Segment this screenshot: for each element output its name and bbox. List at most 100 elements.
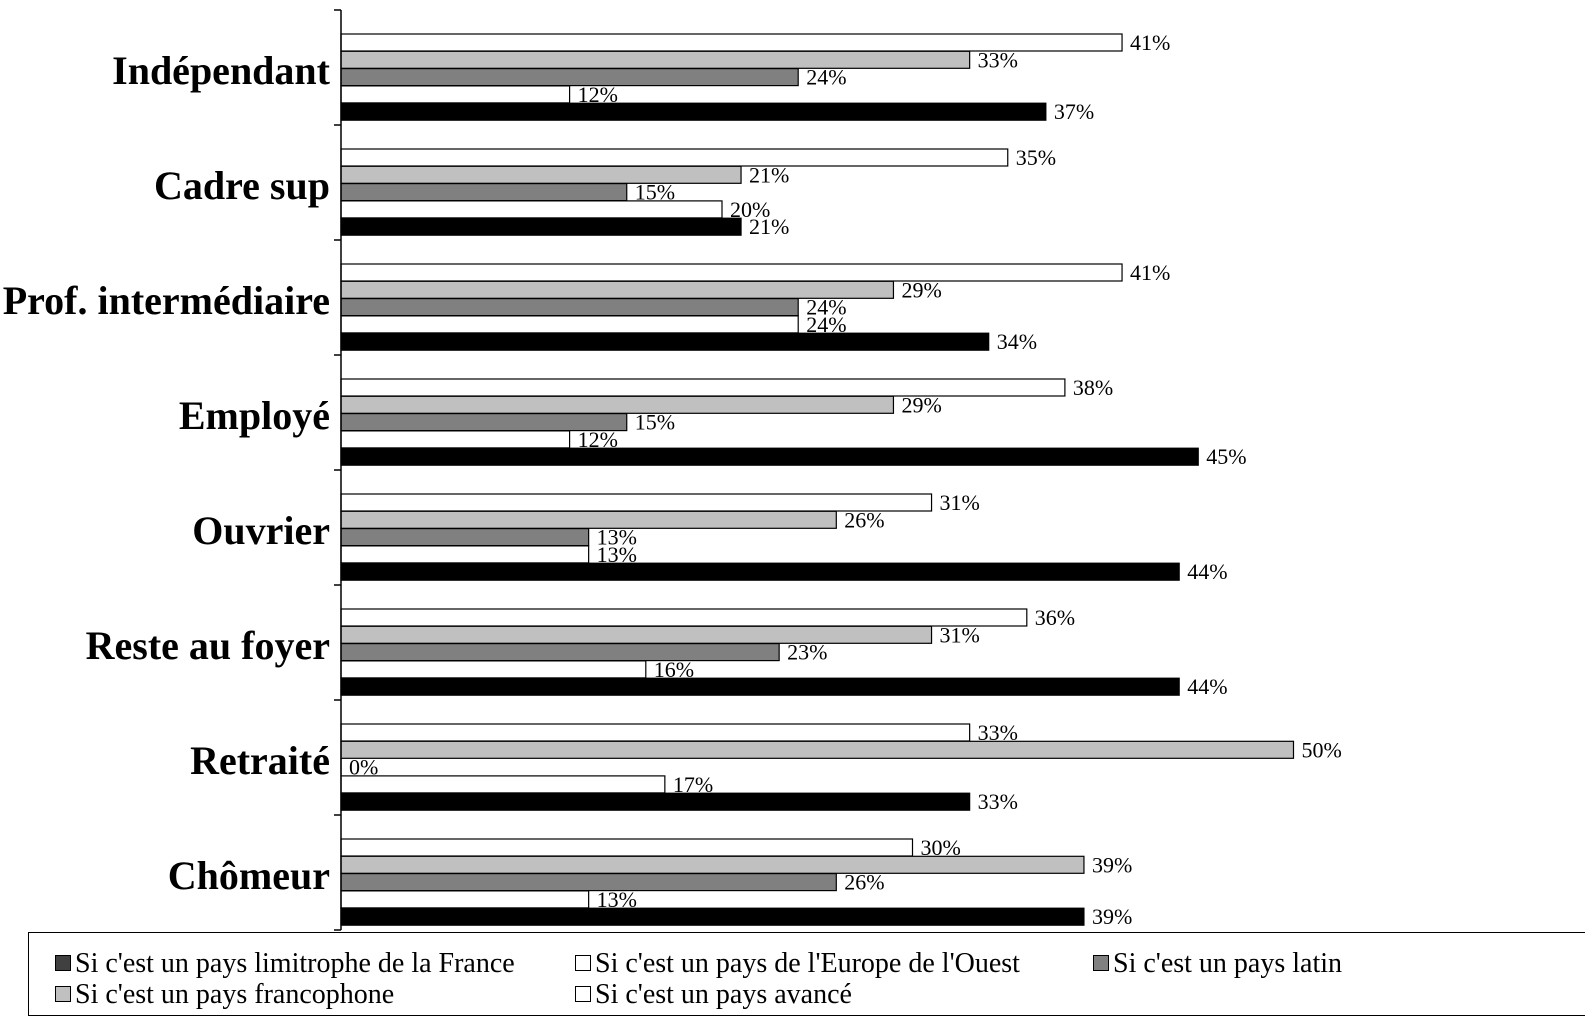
category-label: Indépendant	[112, 48, 331, 93]
category-label: Cadre sup	[154, 163, 330, 208]
legend-swatch-latin	[1093, 955, 1109, 971]
category-label: Ouvrier	[192, 508, 330, 553]
value-labels-group: 41%33%24%12%37%35%21%15%20%21%41%29%24%2…	[349, 30, 1342, 929]
value-label: 24%	[806, 295, 846, 320]
bar-francophone	[340, 855, 1085, 874]
legend: Si c'est un pays limitrophe de la France…	[28, 932, 1585, 1016]
bar-latin	[340, 183, 628, 202]
bar-limitrophe	[340, 907, 1085, 926]
value-label: 38%	[1073, 375, 1113, 400]
value-label: 21%	[749, 214, 789, 239]
bar-avance	[340, 85, 571, 104]
bar-latin	[340, 298, 799, 317]
legend-item-avance: Si c'est un pays avancé	[575, 981, 852, 1009]
value-label: 16%	[654, 657, 694, 682]
bar-europe-ouest	[340, 263, 1123, 282]
bar-latin	[340, 872, 837, 892]
bar-latin	[340, 67, 799, 87]
bar-limitrophe	[340, 102, 1047, 121]
legend-label-europe-ouest: Si c'est un pays de l'Europe de l'Ouest	[595, 948, 1020, 979]
bar-europe-ouest	[340, 838, 914, 857]
bar-limitrophe	[340, 562, 1180, 581]
bar-avance	[340, 890, 590, 909]
legend-swatch-europe-ouest	[575, 955, 591, 971]
legend-swatch-avance	[575, 986, 591, 1002]
bar-europe-ouest	[340, 608, 1028, 627]
bar-limitrophe	[340, 792, 971, 811]
value-label: 33%	[978, 720, 1018, 745]
value-label: 26%	[844, 507, 884, 532]
bar-europe-ouest	[340, 148, 1009, 167]
value-label: 0%	[349, 755, 378, 780]
bar-limitrophe	[340, 332, 990, 351]
value-label: 41%	[1130, 260, 1170, 285]
bar-europe-ouest	[340, 493, 933, 512]
bar-latin	[340, 642, 780, 662]
legend-swatch-limitrophe	[55, 955, 71, 971]
value-label: 24%	[806, 312, 846, 337]
bar-limitrophe	[340, 677, 1180, 696]
bar-europe-ouest	[340, 378, 1066, 397]
category-label: Reste au foyer	[86, 623, 330, 668]
legend-label-latin: Si c'est un pays latin	[1113, 948, 1343, 979]
category-label: Employé	[179, 393, 330, 438]
value-label: 45%	[1206, 444, 1246, 469]
bar-latin	[340, 527, 590, 547]
bar-chart: 41%33%24%12%37%35%21%15%20%21%41%29%24%2…	[3, 9, 1342, 931]
value-label: 37%	[1054, 99, 1094, 124]
value-label: 17%	[673, 772, 713, 797]
value-label: 21%	[749, 162, 789, 187]
value-label: 13%	[597, 542, 637, 567]
legend-item-europe-ouest: Si c'est un pays de l'Europe de l'Ouest	[575, 950, 1020, 978]
value-label: 44%	[1187, 674, 1227, 699]
y-axis	[334, 9, 342, 931]
value-label: 33%	[978, 47, 1018, 72]
legend-item-francophone: Si c'est un pays francophone	[55, 981, 394, 1009]
value-label: 20%	[730, 197, 770, 222]
legend-item-limitrophe: Si c'est un pays limitrophe de la France	[55, 950, 515, 978]
value-label: 29%	[901, 277, 941, 302]
value-label: 23%	[787, 640, 827, 665]
bar-francophone	[340, 395, 895, 414]
value-label: 29%	[901, 392, 941, 417]
bars-group	[340, 33, 1295, 926]
value-label: 12%	[578, 427, 618, 452]
value-label: 12%	[578, 82, 618, 107]
bar-avance	[340, 775, 666, 794]
value-label: 15%	[635, 180, 675, 205]
category-label: Retraité	[190, 738, 330, 783]
value-label: 35%	[1016, 145, 1056, 170]
category-label: Prof. intermédiaire	[3, 278, 330, 323]
bar-francophone	[340, 50, 971, 69]
value-label: 33%	[978, 789, 1018, 814]
bar-limitrophe	[340, 447, 1199, 466]
bar-limitrophe	[340, 217, 742, 236]
value-label: 31%	[940, 490, 980, 515]
bar-avance	[340, 430, 571, 449]
value-label: 13%	[597, 525, 637, 550]
legend-label-avance: Si c'est un pays avancé	[595, 979, 852, 1010]
value-label: 13%	[597, 887, 637, 912]
legend-label-limitrophe: Si c'est un pays limitrophe de la France	[75, 948, 515, 979]
value-label: 26%	[844, 870, 884, 895]
value-label: 15%	[635, 410, 675, 435]
legend-swatch-francophone	[55, 986, 71, 1002]
value-label: 30%	[921, 835, 961, 860]
value-label: 41%	[1130, 30, 1170, 55]
bar-avance	[340, 315, 799, 334]
value-label: 44%	[1187, 559, 1227, 584]
value-label: 50%	[1302, 737, 1342, 762]
bar-europe-ouest	[340, 723, 971, 742]
bar-avance	[340, 660, 647, 679]
value-label: 39%	[1092, 852, 1132, 877]
bar-francophone	[340, 165, 742, 184]
category-labels-group: Indépendant Cadre sup Prof. intermédiaire E…	[3, 48, 331, 898]
value-label: 34%	[997, 329, 1037, 354]
legend-item-latin: Si c'est un pays latin	[1093, 950, 1342, 978]
value-label: 24%	[806, 65, 846, 90]
category-label: Chômeur	[168, 853, 330, 898]
legend-label-francophone: Si c'est un pays francophone	[75, 979, 395, 1010]
value-label: 31%	[940, 622, 980, 647]
value-label: 36%	[1035, 605, 1075, 630]
value-label: 39%	[1092, 904, 1132, 929]
